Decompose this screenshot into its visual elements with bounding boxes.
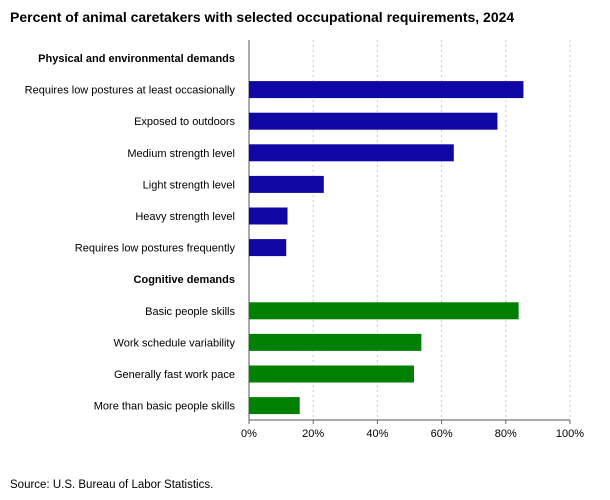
bar-chart: 0% 20% 40% 60% 80% 100% Physical and environme… xyxy=(25,40,584,440)
bar xyxy=(249,144,454,162)
bar xyxy=(249,81,524,99)
bar xyxy=(249,365,414,383)
category-label: Basic people skills xyxy=(145,306,235,318)
x-tick-label: 0% xyxy=(241,428,257,440)
category-label: Requires low postures frequently xyxy=(75,243,236,255)
x-tick-label: 60% xyxy=(431,428,453,440)
bar xyxy=(249,112,498,130)
x-tick-label: 20% xyxy=(302,428,324,440)
x-tick-label: 40% xyxy=(366,428,388,440)
category-label: Exposed to outdoors xyxy=(134,116,235,128)
x-tick-label: 100% xyxy=(556,428,584,440)
bar xyxy=(249,302,519,320)
category-label: Work schedule variability xyxy=(114,337,236,349)
category-label: Requires low postures at least occasiona… xyxy=(25,85,236,97)
bar xyxy=(249,239,287,257)
bar xyxy=(249,333,422,351)
bar xyxy=(249,397,300,415)
category-label: Generally fast work pace xyxy=(114,369,235,381)
group-heading: Physical and environmental demands xyxy=(38,53,235,65)
bar xyxy=(249,175,324,193)
category-label: Medium strength level xyxy=(127,148,235,160)
category-label: Light strength level xyxy=(143,179,235,191)
x-tick-label: 80% xyxy=(495,428,517,440)
bar xyxy=(249,207,288,225)
category-label: Heavy strength level xyxy=(135,211,235,223)
source-note: Source: U.S. Bureau of Labor Statistics. xyxy=(10,479,214,491)
chart-title: Percent of animal caretakers with select… xyxy=(10,9,515,25)
group-heading: Cognitive demands xyxy=(134,274,235,286)
category-label: More than basic people skills xyxy=(94,401,236,413)
